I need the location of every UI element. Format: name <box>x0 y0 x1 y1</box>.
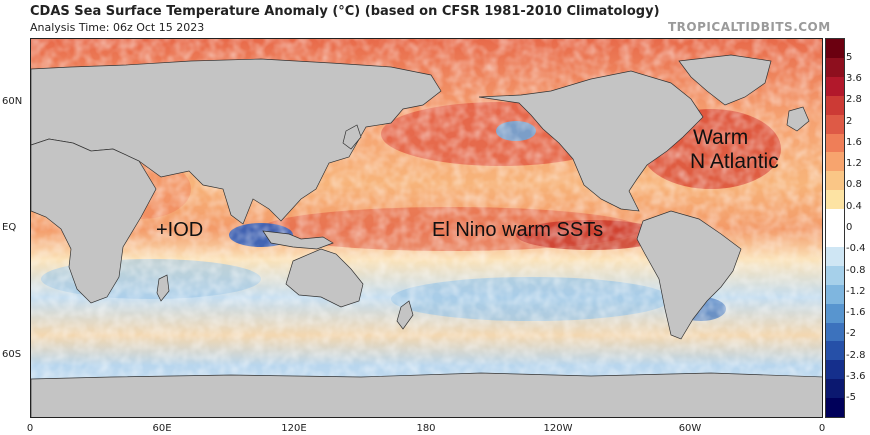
lon-label-120w: 120W <box>543 423 573 434</box>
colorbar-segment <box>826 341 844 361</box>
colorbar <box>825 38 845 418</box>
north-america-land <box>478 70 704 212</box>
colorbar-tick-label: 5 <box>846 51 853 63</box>
colorbar-tick-label: 0 <box>846 222 853 233</box>
colorbar-segment <box>826 76 844 97</box>
lon-label-0-west: 0 <box>26 423 34 434</box>
colorbar-segment <box>826 265 844 286</box>
lon-label-120e: 120E <box>281 423 307 434</box>
colorbar-tick-label: 2 <box>846 115 853 127</box>
colorbar-segment <box>826 360 844 380</box>
annotation-warm-line1: Warm <box>693 126 749 149</box>
antarctica-land <box>31 372 822 417</box>
colorbar-segment <box>826 133 844 153</box>
lat-label-eq: EQ <box>2 222 17 233</box>
new-zealand-land <box>396 300 414 330</box>
colorbar-segment <box>826 190 844 210</box>
colorbar-tick-label: 0.4 <box>846 200 862 212</box>
annotation-el-nino: El Nino warm SSTs <box>432 219 604 241</box>
colorbar-segment <box>826 284 844 305</box>
colorbar-segment <box>826 322 844 342</box>
colorbar-tick-label: 1.6 <box>846 136 862 148</box>
colorbar-tick-label: -0.4 <box>846 243 866 255</box>
colorbar-tick-label: 0.8 <box>846 179 862 191</box>
colorbar-segment <box>826 57 844 78</box>
map-title: CDAS Sea Surface Temperature Anomaly (°C… <box>30 4 660 19</box>
colorbar-tick-label: 2.8 <box>846 94 862 106</box>
annotation-iod: +IOD <box>156 219 204 241</box>
colorbar-segment <box>826 228 844 248</box>
greenland-land <box>678 54 772 106</box>
uk-land <box>786 106 810 132</box>
madagascar-land <box>156 274 170 302</box>
analysis-time: Analysis Time: 06z Oct 15 2023 <box>30 21 205 34</box>
south-america-land <box>636 210 742 340</box>
colorbar-segment <box>826 398 844 418</box>
colorbar-segment <box>826 39 844 59</box>
colorbar-segment <box>826 114 844 134</box>
colorbar-tick-label: -2 <box>846 328 856 340</box>
colorbar-tick-label: 3.6 <box>846 73 862 85</box>
lon-label-60e: 60E <box>152 423 172 434</box>
source-credit: TROPICALTIDBITS.COM <box>668 20 831 34</box>
colorbar-segment <box>826 379 844 399</box>
lon-label-0-east: 0 <box>818 423 826 434</box>
annotation-warm-line2: N Atlantic <box>690 150 779 173</box>
sst-anomaly-map <box>30 38 823 418</box>
lon-label-60w: 60W <box>678 423 702 434</box>
colorbar-segment <box>826 171 844 191</box>
colorbar-segment <box>826 95 844 116</box>
land-masses <box>31 54 822 417</box>
colorbar-tick-label: -0.8 <box>846 264 866 276</box>
map-svg <box>31 39 822 417</box>
lat-label-60s: 60S <box>2 349 22 360</box>
australia-land <box>285 248 364 308</box>
colorbar-tick-label: -1.6 <box>846 307 866 319</box>
africa-land <box>31 138 157 304</box>
japan-land <box>342 124 362 150</box>
colorbar-tick-label: 1.2 <box>846 158 862 170</box>
colorbar-tick-label: -1.2 <box>846 285 866 297</box>
colorbar-segment <box>826 209 844 229</box>
colorbar-segment <box>826 246 844 267</box>
colorbar-segment <box>826 152 844 172</box>
colorbar-segment <box>826 303 844 323</box>
indonesia-land <box>262 230 334 250</box>
lat-label-60n: 60N <box>2 96 23 107</box>
colorbar-tick-label: -2.8 <box>846 349 866 361</box>
colorbar-tick-label: -3.6 <box>846 370 866 382</box>
colorbar-tick-label: -5 <box>846 392 856 404</box>
lon-label-180: 180 <box>416 423 436 434</box>
